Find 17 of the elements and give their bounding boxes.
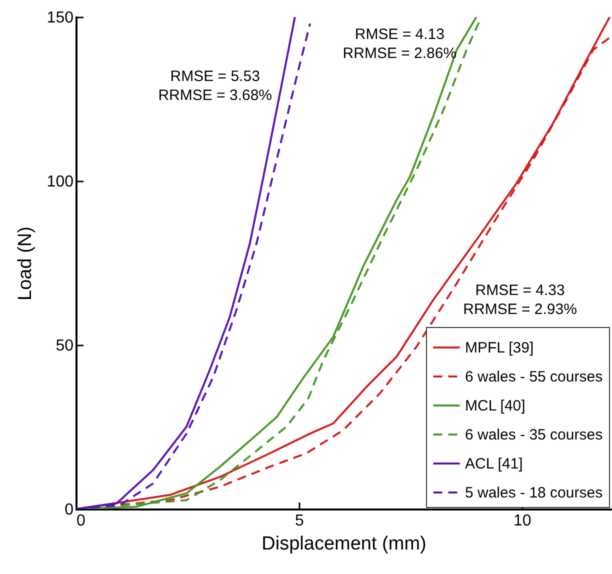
legend-label: 5 wales - 18 courses [465, 484, 603, 502]
x-tick-label: 5 [294, 512, 304, 530]
legend-label: 6 wales - 55 courses [465, 368, 603, 386]
x-tick-label: 0 [76, 512, 86, 530]
legend-label: 6 wales - 35 courses [465, 426, 603, 444]
y-tick-label: 150 [46, 10, 74, 26]
y-axis-title: Load (N) [14, 226, 36, 300]
y-tick-label: 0 [64, 502, 74, 518]
x-tick-label: 10 [513, 512, 532, 530]
x-axis-title: Displacement (mm) [262, 534, 426, 554]
annotation: RMSE = 4.33 RRMSE = 2.93% [463, 282, 577, 318]
legend-label: MCL [40] [465, 398, 526, 414]
y-tick-label: 100 [46, 174, 74, 190]
legend-label: MPFL [39] [465, 340, 534, 356]
y-tick-label: 50 [56, 338, 74, 354]
legend-label: ACL [41] [465, 456, 523, 472]
annotation: RMSE = 5.53 RRMSE = 3.68% [158, 68, 272, 104]
